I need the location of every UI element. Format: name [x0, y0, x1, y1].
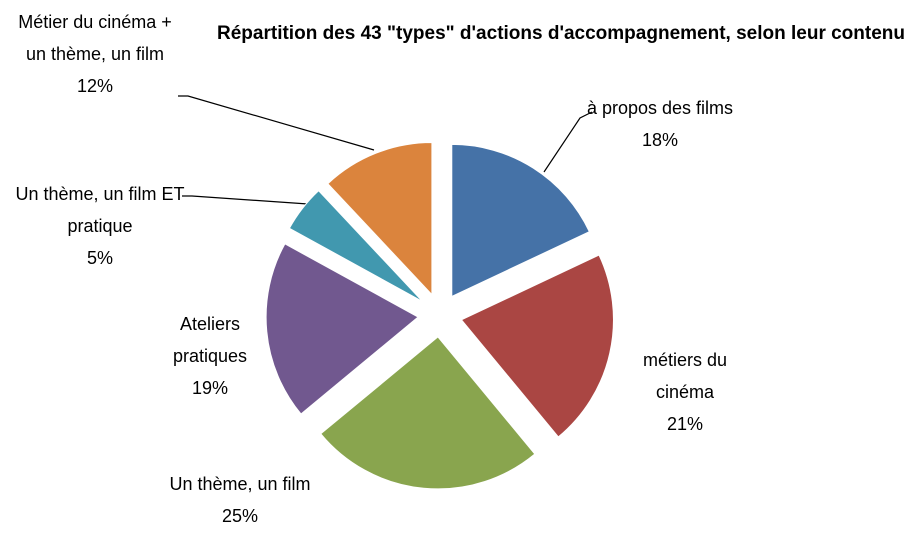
slice-label: Un thème, un film 25%	[165, 468, 315, 532]
pie-slice	[320, 336, 536, 490]
chart-title: Répartition des 43 "types" d'actions d'a…	[217, 23, 905, 44]
leader-line	[178, 95, 375, 151]
pie-slice	[265, 243, 419, 415]
leader-line	[543, 111, 593, 173]
pie-slice	[288, 190, 423, 302]
value-label: 12%	[76, 76, 114, 96]
value-label: 25%	[221, 506, 259, 526]
pie-slice	[460, 254, 614, 438]
pie-slice	[451, 143, 590, 298]
category-label: métiers du cinéma	[642, 350, 728, 402]
category-label: Ateliers pratiques	[172, 314, 248, 366]
category-label: Métier du cinéma + un thème, un film	[18, 12, 172, 64]
value-label: 18%	[641, 130, 679, 150]
leader-line	[182, 195, 309, 205]
category-label: Un thème, un film ET pratique	[15, 184, 185, 236]
value-label: 5%	[86, 248, 113, 268]
value-label: 19%	[191, 378, 229, 398]
slice-label: Métier du cinéma + un thème, un film 12%	[10, 6, 180, 102]
slice-label: à propos des films 18%	[580, 92, 740, 156]
value-label: 21%	[666, 414, 704, 434]
category-label: à propos des films	[586, 98, 734, 118]
category-label: Un thème, un film	[169, 474, 311, 494]
slice-label: Un thème, un film ET pratique 5%	[10, 178, 190, 274]
slice-label: Ateliers pratiques 19%	[160, 308, 260, 404]
pie-slice	[327, 142, 433, 296]
slice-label: métiers du cinéma 21%	[620, 344, 750, 440]
